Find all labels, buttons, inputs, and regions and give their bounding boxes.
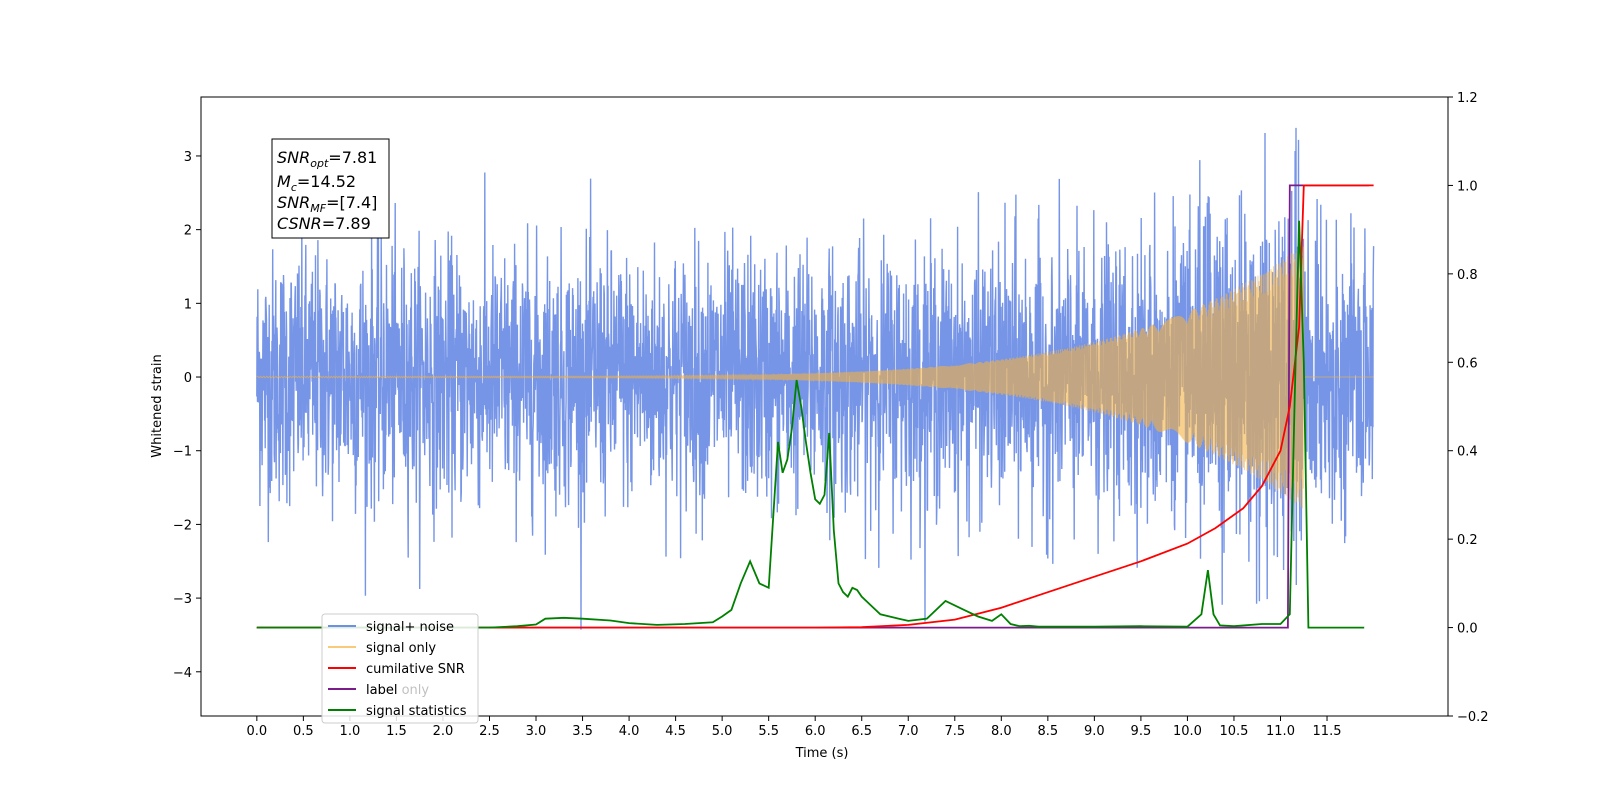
y2-tick-label: 1.0 (1457, 179, 1478, 194)
y-tick-label: 2 (184, 224, 192, 239)
y-axis-label: Whitened strain (150, 354, 165, 457)
x-tick-label: 6.5 (851, 724, 872, 739)
y-tick-label: −2 (173, 518, 192, 533)
x-tick-label: 4.5 (665, 724, 686, 739)
x-tick-label: 3.0 (526, 724, 547, 739)
x-tick-label: 9.0 (1084, 724, 1105, 739)
y2-tick-label: 0.4 (1457, 445, 1478, 460)
x-tick-label: 0.0 (246, 724, 267, 739)
series-signal-only-line (256, 246, 1374, 509)
x-tick-label: 9.5 (1131, 724, 1152, 739)
x-tick-label: 4.0 (619, 724, 640, 739)
y-tick-label: 3 (184, 150, 192, 165)
legend: signal+ noise signal only cumilative SNR… (321, 613, 479, 724)
x-tick-label: 7.5 (944, 724, 965, 739)
x-axis-label: Time (s) (795, 746, 849, 761)
series-signal-statistics-line (256, 220, 1365, 629)
legend-label-signal-noise: signal+ noise (366, 620, 454, 635)
x-tick-label: 10.5 (1219, 724, 1248, 739)
y-axis-right: 1.2 1.0 0.8 0.6 0.4 0.2 0.0 −0.2 (1448, 91, 1489, 725)
series-cumulative-snr-line (256, 184, 1374, 629)
legend-label-label-only-ghost: label only (366, 683, 429, 698)
y-axis-left: 3 2 1 0 −1 −2 −3 −4 (173, 150, 201, 681)
annotation-snr-opt: SNRopt=7.81 (277, 148, 377, 170)
x-tick-label: 5.0 (712, 724, 733, 739)
x-tick-label: 6.0 (805, 724, 826, 739)
legend-label-label: label (366, 683, 397, 698)
annotation-csnr: CSNR=7.89 (277, 214, 371, 233)
x-axis: 0.0 0.5 1.0 1.5 2.0 2.5 3.0 3.5 4.0 4.5 5.0 5.5 6.0 6… (246, 716, 1341, 739)
legend-frame (321, 613, 479, 724)
y-tick-label: 1 (184, 297, 192, 312)
x-tick-label: 2.0 (433, 724, 454, 739)
x-tick-label: 3.5 (572, 724, 593, 739)
x-tick-label: 1.5 (386, 724, 407, 739)
legend-label-signal-statistics: signal statistics (366, 704, 467, 719)
x-tick-label: 8.5 (1037, 724, 1058, 739)
x-tick-label: 5.5 (758, 724, 779, 739)
x-tick-label: 7.0 (898, 724, 919, 739)
y2-tick-label: 0.6 (1457, 356, 1478, 371)
x-tick-label: 11.0 (1266, 724, 1295, 739)
plot-frame (200, 96, 1449, 717)
y2-tick-label: 0.2 (1457, 533, 1478, 548)
y2-tick-label: 0.8 (1457, 268, 1478, 283)
annotation-mc: Mc=14.52 (277, 172, 356, 194)
x-tick-label: 10.0 (1173, 724, 1202, 739)
x-tick-label: 1.0 (340, 724, 361, 739)
x-tick-label: 8.0 (991, 724, 1012, 739)
y-tick-label: −3 (173, 592, 192, 607)
y-tick-label: 0 (184, 371, 192, 386)
legend-label-signal-only: signal only (366, 641, 436, 656)
x-tick-label: 0.5 (293, 724, 314, 739)
legend-label-cumulative-snr: cumilative SNR (366, 662, 465, 677)
x-tick-label: 2.5 (479, 724, 500, 739)
y-tick-label: −1 (173, 445, 192, 460)
y2-tick-label: 0.0 (1457, 622, 1478, 637)
y2-tick-label: 1.2 (1457, 91, 1478, 106)
y2-tick-label: −0.2 (1457, 710, 1489, 725)
x-tick-label: 11.5 (1313, 724, 1342, 739)
annotation-box: SNRopt=7.81 Mc=14.52 SNRMF=[7.4] CSNR=7.… (271, 138, 390, 239)
y-tick-label: −4 (173, 666, 192, 681)
series-layer (256, 127, 1375, 630)
annotation-snr-mf: SNRMF=[7.4] (277, 193, 377, 215)
